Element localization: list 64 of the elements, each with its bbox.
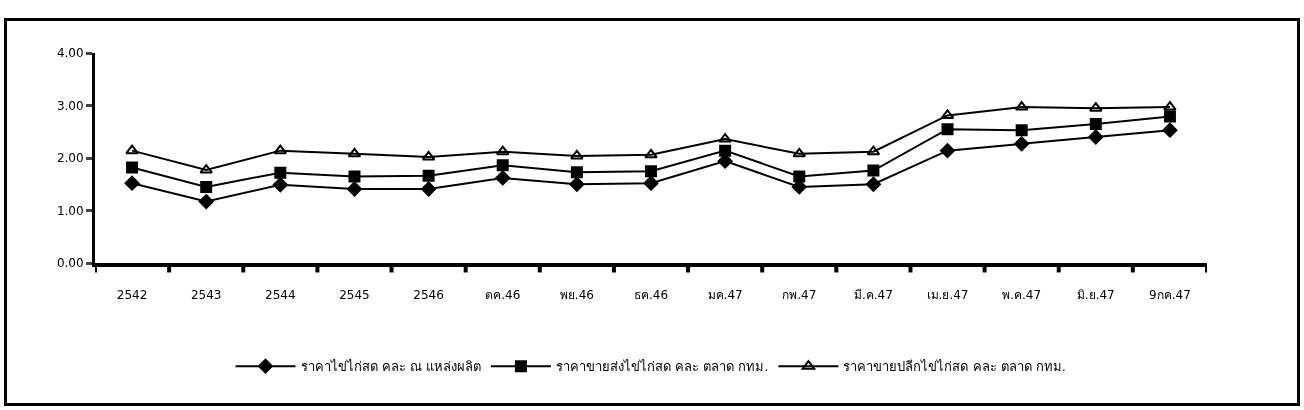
point [865, 176, 881, 192]
point [421, 150, 436, 161]
point [347, 147, 362, 158]
legend-label: ราคาขายส่งไข่ไก่สด คละ ตลาด กทม. [555, 359, 769, 375]
point [643, 175, 659, 191]
x-tick-label: เม.ย.47 [926, 288, 969, 303]
x-tick-label: 2542 [116, 288, 148, 303]
x-tick-label: กพ.47 [782, 288, 817, 303]
point [793, 170, 806, 183]
point [348, 170, 361, 183]
y-tick-label: 2.00 [56, 151, 84, 166]
point [570, 149, 584, 160]
x-tick-label: พย.46 [559, 288, 594, 303]
point [792, 147, 807, 158]
x-tick-label: มี.ค.47 [853, 288, 893, 303]
point [645, 165, 657, 178]
point [1163, 110, 1176, 123]
point [346, 181, 362, 197]
point [199, 164, 213, 174]
y-tick-label: 4.00 [56, 46, 84, 61]
x-tick-label: ตค.46 [485, 288, 521, 303]
x-tick-label: มค.47 [707, 288, 743, 303]
point [719, 144, 732, 157]
point [124, 175, 140, 191]
point [496, 159, 509, 172]
point [125, 144, 139, 155]
y-tick-label: 3.00 [56, 98, 84, 113]
x-tick-label: 2546 [413, 288, 444, 303]
y-tick-label: 0.00 [56, 256, 84, 271]
point [941, 123, 954, 136]
x-tick-label: มิ.ย.47 [1076, 288, 1115, 303]
point [940, 143, 956, 159]
point [569, 176, 585, 192]
point [1088, 129, 1104, 145]
point [198, 194, 214, 210]
point [495, 145, 510, 156]
point [200, 180, 213, 193]
point [1163, 101, 1177, 111]
x-tick-label: 9กค.47 [1149, 288, 1191, 303]
legend-label: ราคาขายปลีกไข่ไก่สด คละ ตลาด กทม. [843, 359, 1066, 375]
point [1014, 136, 1030, 152]
point [644, 148, 658, 159]
point [273, 144, 288, 155]
point [1089, 102, 1103, 112]
x-tick-label: 2543 [190, 288, 222, 303]
point [1089, 117, 1102, 130]
x-tick-label: 2544 [265, 288, 296, 303]
point [274, 166, 287, 179]
x-tick-label: พ.ค.47 [1002, 288, 1042, 303]
x-tick-label: 2545 [339, 288, 370, 303]
point [718, 133, 732, 143]
point [421, 181, 437, 197]
y-tick-label: 1.00 [56, 203, 84, 218]
point [495, 170, 511, 186]
point [570, 166, 583, 179]
point [1162, 122, 1178, 138]
x-tick-label: ธค.46 [633, 288, 669, 303]
point [126, 161, 139, 174]
point [867, 164, 880, 177]
point [866, 145, 881, 156]
point [272, 177, 288, 193]
point [1015, 124, 1028, 137]
point [422, 169, 435, 182]
legend-label: ราคาไข่ไก่สด คละ ณ แหล่งผลิต [300, 359, 481, 375]
